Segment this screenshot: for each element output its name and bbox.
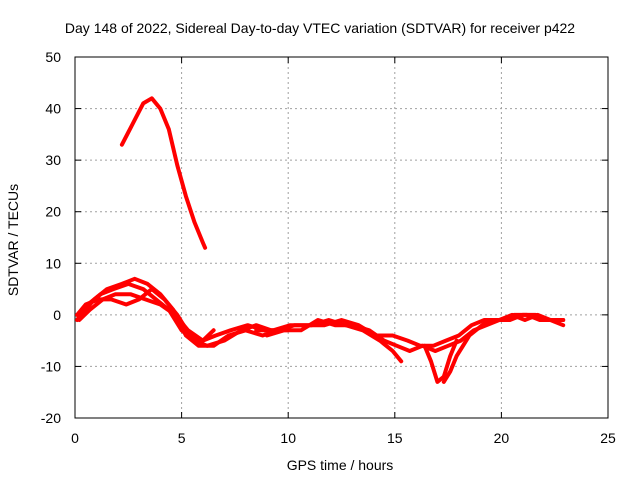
series-line-track-b <box>79 276 280 348</box>
x-tick-label: 15 <box>387 430 403 446</box>
x-tick-label: 25 <box>600 430 616 446</box>
x-axis-label: GPS time / hours <box>287 457 394 473</box>
plot-border <box>74 56 609 419</box>
series-line-track-i <box>422 338 459 384</box>
x-ticks: 0 5 10 15 20 25 <box>71 57 616 446</box>
y-tick-label: 10 <box>45 255 61 271</box>
y-tick-label: 20 <box>45 204 61 220</box>
y-tick-label: 50 <box>45 49 61 65</box>
y-tick-label: 0 <box>53 307 61 323</box>
series-line-track-e <box>119 96 208 250</box>
series-line-track-d <box>75 287 216 343</box>
y-tick-label: -10 <box>41 358 61 374</box>
y-tick-label: 40 <box>45 101 61 117</box>
plot-frame <box>74 56 609 419</box>
series-line-track-h <box>275 318 404 364</box>
y-ticks: -20 -10 0 10 20 30 40 50 <box>41 49 608 426</box>
series-group <box>75 96 566 384</box>
x-tick-label: 10 <box>280 430 296 446</box>
x-tick-label: 20 <box>494 430 510 446</box>
chart-title: Day 148 of 2022, Sidereal Day-to-day VTE… <box>65 20 575 36</box>
y-axis-label: SDTVAR / TECUs <box>5 184 21 296</box>
series-line-track-j <box>441 312 566 384</box>
y-tick-label: 30 <box>45 152 61 168</box>
y-tick-label: -20 <box>41 410 61 426</box>
grid <box>75 57 608 418</box>
x-tick-label: 0 <box>71 430 79 446</box>
x-tick-label: 5 <box>178 430 186 446</box>
